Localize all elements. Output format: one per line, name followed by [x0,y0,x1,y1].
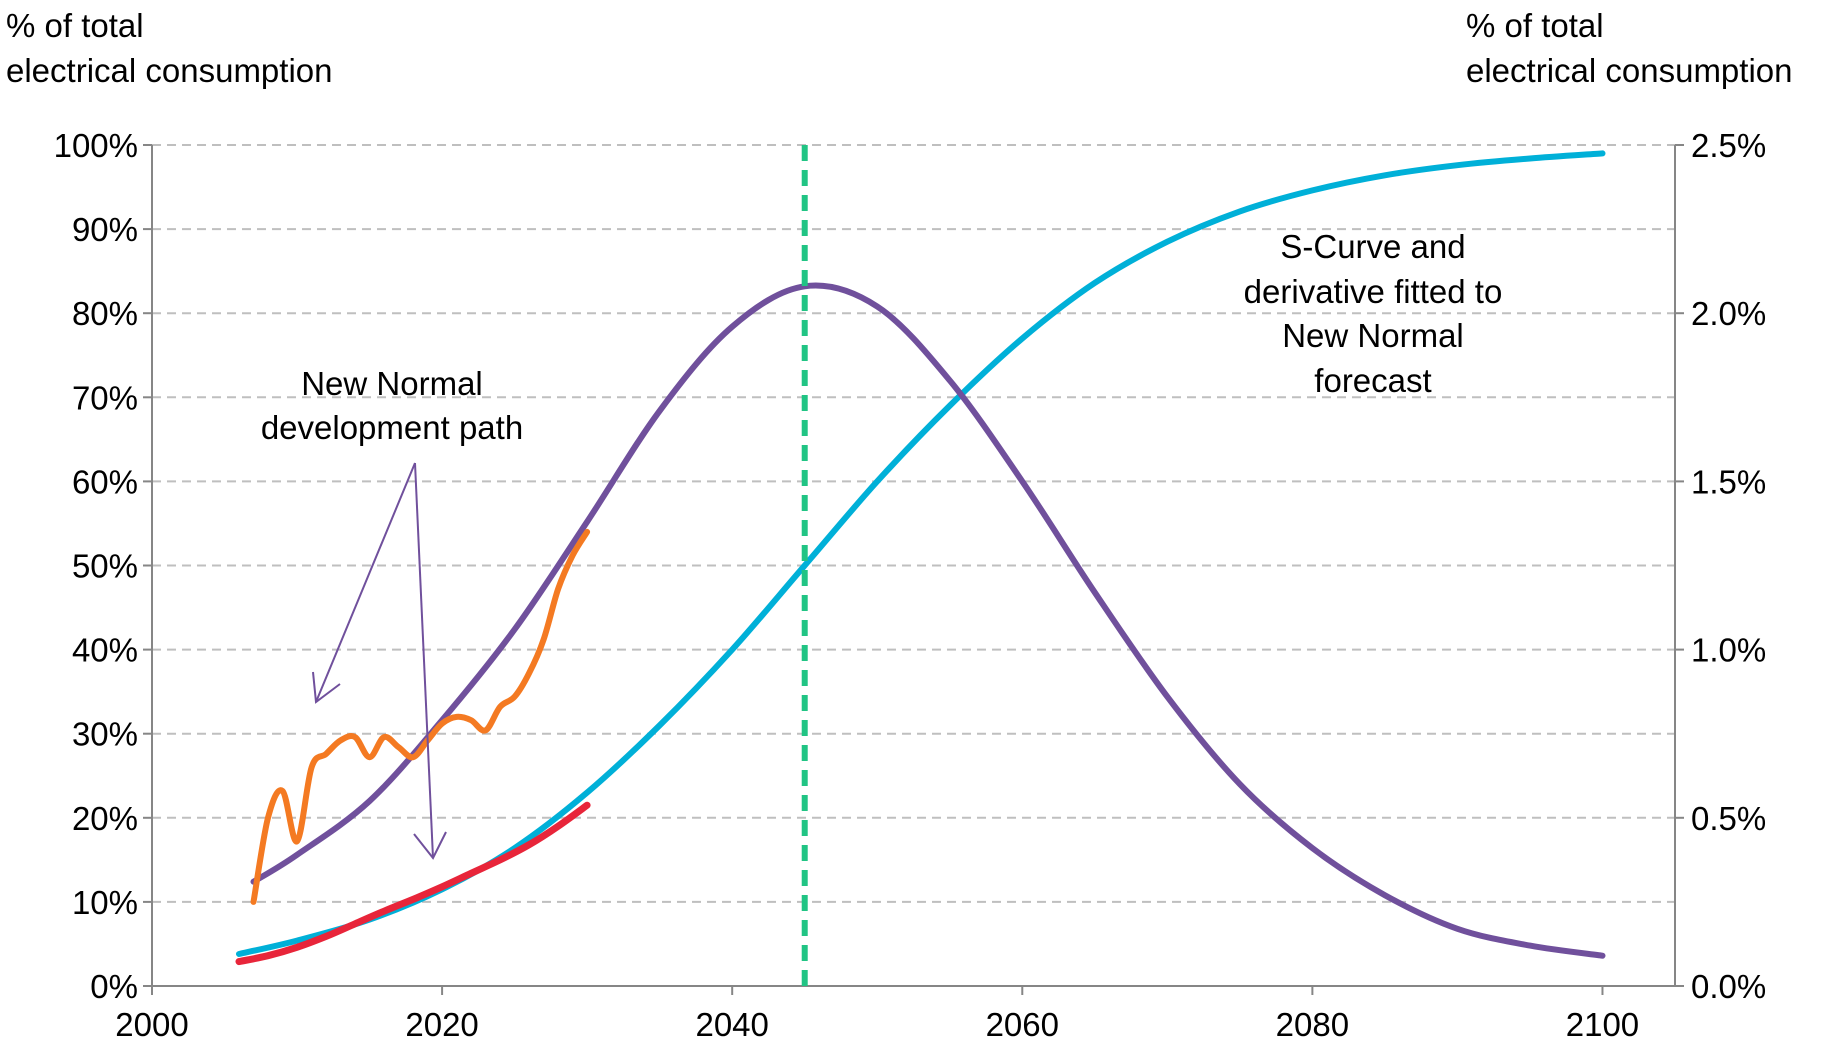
annotation-arrow-to-cumulative [414,462,434,859]
left-tick-label: 70% [72,379,138,416]
annotation-arrowhead-cumulative [413,831,447,860]
left-tick-label: 40% [72,632,138,669]
annotation-arrow-to-derivative [315,462,416,703]
right-tick-label: 0.0% [1691,968,1766,1005]
annotation-s-curve-line4: forecast [1314,362,1431,399]
left-tick-label: 60% [72,463,138,500]
series-line-development-cumulative [235,801,591,966]
series-line-derivative [250,282,1606,959]
left-axis-label-line1: % of total [6,7,144,44]
right-axis-label-line1: % of total [1466,7,1604,44]
annotation-new-normal-line1: New Normal [301,365,483,402]
right-axis-label-line2: electrical consumption [1466,52,1793,89]
left-tick-label: 10% [72,884,138,921]
right-tick-label: 1.0% [1691,632,1766,669]
left-tick-label: 90% [72,211,138,248]
series-lines [235,150,1606,966]
x-tick-label: 2020 [405,1006,478,1043]
series-line-development-derivative [250,528,591,905]
left-tick-label: 20% [72,800,138,837]
right-tick-label: 2.0% [1691,295,1766,332]
right-axis-ticks: 0.0% 0.5% 1.0% 1.5% 2.0% 2.5% [1675,127,1766,1005]
annotation-s-curve-line2: derivative fitted to [1244,273,1503,310]
x-tick-label: 2040 [695,1006,768,1043]
right-tick-label: 0.5% [1691,800,1766,837]
x-axis-ticks: 2000 2020 2040 2060 2080 2100 [115,986,1639,1043]
x-tick-label: 2060 [986,1006,1059,1043]
right-tick-label: 2.5% [1691,127,1766,164]
x-tick-label: 2100 [1566,1006,1639,1043]
left-tick-label: 50% [72,548,138,585]
annotation-arrowhead-derivative [312,671,341,704]
annotation-s-curve-line3: New Normal [1282,317,1464,354]
left-tick-label: 30% [72,716,138,753]
left-tick-label: 0% [90,968,138,1005]
annotation-new-normal-line2: development path [261,409,523,446]
s-curve-annotation: S-Curve and derivative fitted to New Nor… [1244,228,1503,399]
right-tick-label: 1.5% [1691,463,1766,500]
left-tick-label: 80% [72,295,138,332]
left-axis-ticks: 0% 10% 20% 30% 40% 50% 60% 70% 80% 90% 100% [54,127,152,1005]
annotation-s-curve-line1: S-Curve and [1280,228,1465,265]
new-normal-annotation: New Normal development path [261,365,523,860]
left-axis-label-line2: electrical consumption [6,52,333,89]
x-tick-label: 2000 [115,1006,188,1043]
x-tick-label: 2080 [1276,1006,1349,1043]
left-tick-label: 100% [54,127,138,164]
